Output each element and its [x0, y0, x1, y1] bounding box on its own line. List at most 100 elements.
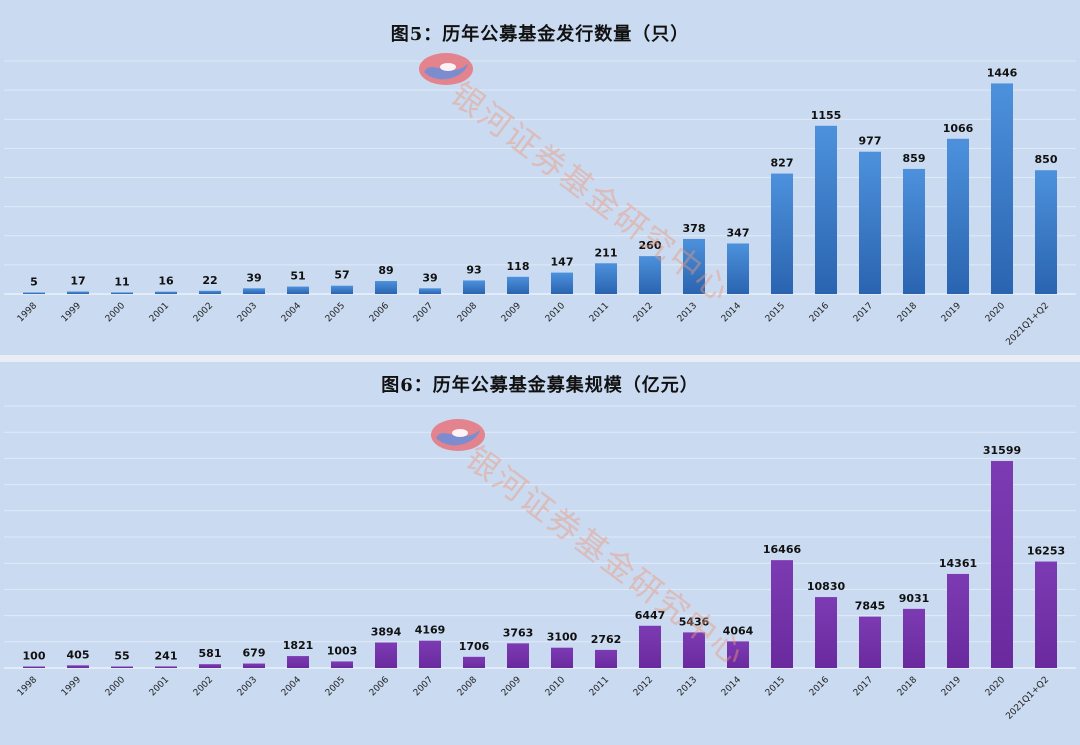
data-label: 11 [114, 275, 129, 288]
x-tick-label: 2018 [896, 675, 919, 698]
x-tick-label: 2019 [940, 301, 963, 324]
x-tick-label: 2017 [852, 675, 875, 698]
data-label: 211 [595, 246, 618, 259]
bar [155, 291, 177, 294]
data-label: 3100 [547, 631, 578, 644]
x-tick-label: 2005 [324, 301, 347, 324]
bar [155, 666, 177, 668]
x-tick-label: 2015 [764, 301, 787, 324]
data-label: 16466 [763, 543, 802, 556]
bar [639, 625, 661, 668]
x-tick-label: 2010 [544, 675, 567, 698]
x-tick-label: 2001 [148, 301, 171, 324]
data-label: 57 [334, 269, 349, 282]
data-label: 22 [202, 274, 217, 287]
x-tick-label: 2011 [588, 301, 611, 324]
x-tick-label: 2019 [940, 675, 963, 698]
data-label: 1066 [943, 122, 974, 135]
data-label: 241 [155, 649, 178, 662]
bar [67, 665, 89, 668]
x-tick-label: 2021Q1+Q2 [1004, 301, 1051, 348]
x-tick-label: 2005 [324, 675, 347, 698]
x-tick-label: 2008 [456, 301, 479, 324]
bar [859, 616, 881, 668]
bar [1035, 561, 1057, 668]
x-tick-label: 2017 [852, 301, 875, 324]
data-label: 827 [771, 157, 794, 170]
x-tick-label: 2009 [500, 301, 523, 324]
chart-title: 图5：历年公募基金发行数量（只） [390, 24, 690, 45]
data-label: 39 [422, 271, 437, 284]
data-label: 1821 [283, 639, 314, 652]
data-label: 859 [903, 152, 926, 165]
x-tick-label: 2020 [984, 301, 1007, 324]
data-label: 581 [199, 647, 222, 660]
x-tick-label: 2020 [984, 675, 1007, 698]
bar [683, 632, 705, 668]
data-label: 3763 [503, 626, 534, 639]
bar [375, 281, 397, 294]
bar [67, 291, 89, 294]
data-label: 1003 [327, 644, 358, 657]
data-label: 4064 [723, 624, 754, 637]
bar [947, 573, 969, 668]
bar [727, 641, 749, 668]
bar [111, 666, 133, 668]
bar-chart-issuance-count: 5 1998 17 1999 11 2000 16 2001 22 2002 39 2003 51 200… [4, 60, 1076, 348]
bar [463, 656, 485, 668]
bar [331, 661, 353, 668]
bar [859, 151, 881, 294]
bar [463, 280, 485, 294]
data-label: 260 [639, 239, 662, 252]
chart-panel-fundraising-scale: 图6：历年公募基金募集规模（亿元） 100 1998 405 1999 55 2000 24… [0, 362, 1080, 745]
x-tick-label: 2003 [236, 301, 259, 324]
x-tick-label: 2006 [368, 301, 391, 324]
x-tick-label: 2021Q1+Q2 [1004, 675, 1051, 722]
x-tick-label: 2004 [280, 301, 303, 324]
data-label: 679 [243, 647, 266, 660]
bar [815, 125, 837, 294]
x-tick-label: 1998 [16, 675, 39, 698]
x-tick-label: 2010 [544, 301, 567, 324]
bar [947, 138, 969, 294]
x-tick-label: 1999 [60, 301, 83, 324]
x-tick-label: 2016 [808, 675, 831, 698]
x-tick-label: 1999 [60, 675, 83, 698]
bar [595, 263, 617, 294]
x-tick-label: 2002 [192, 301, 215, 324]
data-label: 1706 [459, 640, 490, 653]
x-tick-label: 2014 [720, 675, 743, 698]
x-tick-label: 2008 [456, 675, 479, 698]
data-label: 850 [1035, 153, 1058, 166]
data-label: 6447 [635, 609, 666, 622]
data-label: 16 [158, 275, 174, 288]
data-label: 1446 [987, 66, 1018, 79]
bar [199, 290, 221, 294]
x-tick-label: 2015 [764, 675, 787, 698]
chart-title: 图6：历年公募基金募集规模（亿元） [381, 375, 699, 396]
bar [903, 608, 925, 668]
bar [639, 256, 661, 294]
x-tick-label: 2011 [588, 675, 611, 698]
bar [287, 286, 309, 294]
data-label: 51 [290, 270, 305, 283]
bar [243, 288, 265, 294]
x-tick-label: 2004 [280, 675, 303, 698]
x-tick-label: 2006 [368, 675, 391, 698]
data-label: 55 [114, 650, 129, 663]
x-tick-label: 2000 [104, 675, 127, 698]
data-label: 977 [859, 135, 882, 148]
data-label: 3894 [371, 625, 402, 638]
x-tick-label: 2013 [676, 301, 699, 324]
bar [595, 649, 617, 668]
bar [507, 643, 529, 668]
bar [419, 288, 441, 294]
bar [111, 292, 133, 294]
data-label: 31599 [983, 444, 1021, 457]
data-label: 5 [30, 276, 38, 289]
x-tick-label: 2009 [500, 675, 523, 698]
chart-panel-issuance-count: 图5：历年公募基金发行数量（只） 5 1998 17 1999 11 2000 16 2001… [0, 0, 1080, 355]
x-tick-label: 2018 [896, 301, 919, 324]
bar [991, 83, 1013, 295]
bar [199, 664, 221, 668]
